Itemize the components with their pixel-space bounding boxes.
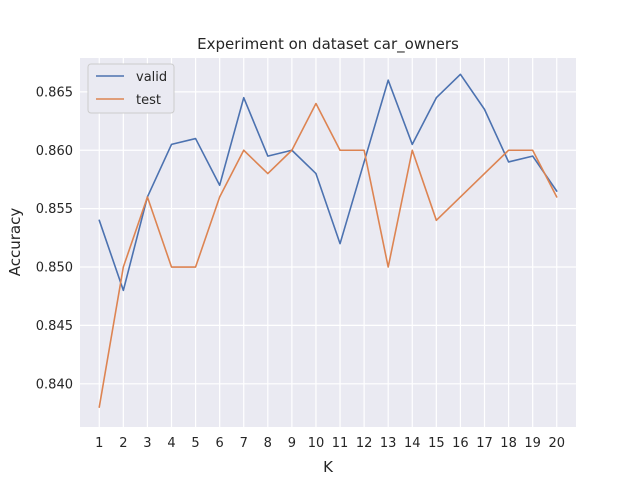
x-tick-label-4: 4 (167, 436, 175, 451)
x-tick-label-3: 3 (143, 436, 151, 451)
x-axis-ticks: 1 2 3 4 5 6 7 8 9 10 11 12 13 14 15 16 17 18 19 20 (95, 436, 565, 451)
x-axis-label: K (323, 458, 334, 476)
chart-title: Experiment on dataset car_owners (197, 35, 459, 54)
series-lines (98, 73, 558, 408)
x-tick-label-10: 10 (308, 436, 325, 451)
x-tick-label-13: 13 (380, 436, 397, 451)
x-tick-label-11: 11 (332, 436, 349, 451)
x-tick-label-7: 7 (240, 436, 248, 451)
x-tick-label-12: 12 (356, 436, 373, 451)
y-tick-label-3: 0.855 (36, 202, 73, 217)
legend-label-test: test (136, 93, 161, 108)
x-tick-label-8: 8 (264, 436, 272, 451)
x-tick-label-15: 15 (428, 436, 445, 451)
series-line-test (98, 102, 558, 408)
y-tick-label-0: 0.840 (36, 377, 73, 392)
x-tick-label-9: 9 (288, 436, 296, 451)
x-tick-label-6: 6 (216, 436, 224, 451)
y-tick-label-2: 0.850 (36, 261, 73, 276)
x-tick-label-18: 18 (500, 436, 517, 451)
x-tick-label-5: 5 (191, 436, 199, 451)
y-tick-label-5: 0.865 (36, 85, 73, 100)
x-tick-label-1: 1 (95, 436, 103, 451)
x-tick-label-14: 14 (404, 436, 421, 451)
grid (80, 58, 576, 427)
legend: valid test (87, 63, 175, 114)
legend-label-valid: valid (136, 70, 167, 85)
y-tick-label-4: 0.860 (36, 144, 73, 159)
x-tick-label-19: 19 (524, 436, 541, 451)
y-tick-label-1: 0.845 (36, 319, 73, 334)
x-tick-label-16: 16 (452, 436, 469, 451)
x-tick-label-20: 20 (548, 436, 565, 451)
x-tick-label-17: 17 (476, 436, 493, 451)
x-tick-label-2: 2 (119, 436, 127, 451)
y-axis-label: Accuracy (6, 208, 24, 277)
series-line-valid (98, 73, 558, 292)
y-axis-ticks: 0.840 0.845 0.850 0.855 0.860 0.865 (36, 85, 73, 392)
